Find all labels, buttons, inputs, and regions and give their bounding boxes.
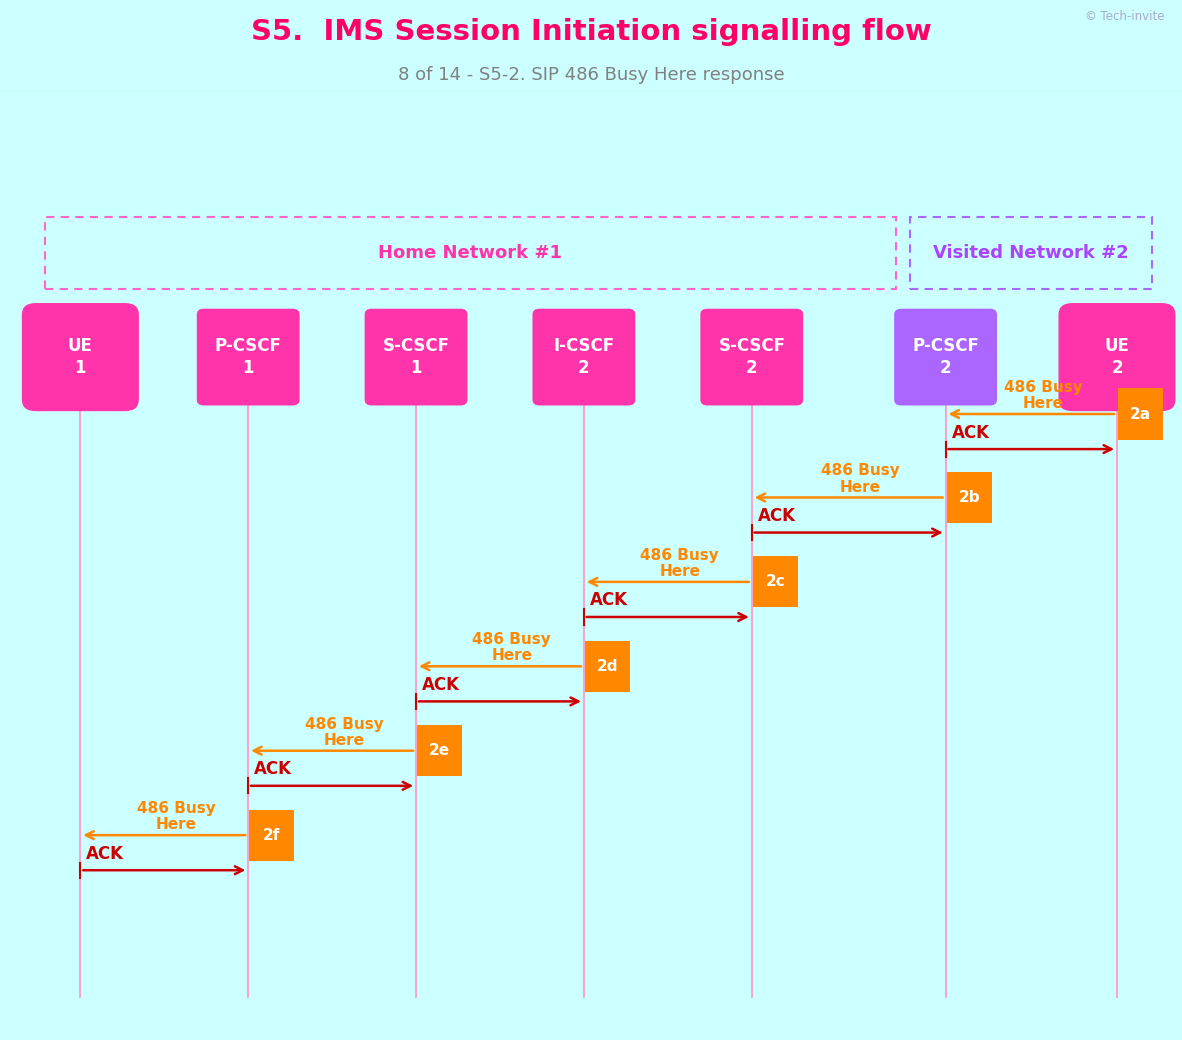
Text: 8 of 14 - S5-2. SIP 486 Busy Here response: 8 of 14 - S5-2. SIP 486 Busy Here respon…: [397, 67, 785, 84]
Text: ACK: ACK: [86, 844, 124, 862]
FancyBboxPatch shape: [585, 641, 630, 692]
Text: ACK: ACK: [952, 423, 989, 442]
Text: ACK: ACK: [422, 676, 460, 694]
Text: 486 Busy
Here: 486 Busy Here: [821, 464, 900, 495]
Text: 2d: 2d: [597, 658, 618, 674]
Text: S-CSCF
2: S-CSCF 2: [719, 337, 785, 378]
FancyBboxPatch shape: [417, 725, 462, 776]
Text: 486 Busy
Here: 486 Busy Here: [137, 801, 215, 832]
Text: 2f: 2f: [264, 828, 280, 842]
Text: 2c: 2c: [766, 574, 785, 590]
Text: P-CSCF
2: P-CSCF 2: [913, 337, 979, 378]
Text: 2b: 2b: [959, 490, 980, 505]
Text: S5.  IMS Session Initiation signalling flow: S5. IMS Session Initiation signalling fl…: [251, 18, 931, 46]
Text: 486 Busy
Here: 486 Busy Here: [641, 548, 719, 579]
Text: 486 Busy
Here: 486 Busy Here: [305, 717, 383, 748]
Text: ACK: ACK: [254, 760, 292, 778]
FancyBboxPatch shape: [895, 309, 998, 406]
FancyBboxPatch shape: [700, 309, 804, 406]
Text: Visited Network #2: Visited Network #2: [934, 243, 1129, 262]
FancyBboxPatch shape: [196, 309, 299, 406]
FancyBboxPatch shape: [753, 556, 798, 607]
Text: I-CSCF
2: I-CSCF 2: [553, 337, 615, 378]
Text: 486 Busy
Here: 486 Busy Here: [1004, 380, 1083, 411]
FancyBboxPatch shape: [364, 309, 467, 406]
Text: © Tech-invite: © Tech-invite: [1085, 10, 1164, 23]
FancyBboxPatch shape: [947, 472, 992, 523]
Text: 2a: 2a: [1130, 407, 1151, 421]
Text: ACK: ACK: [758, 506, 795, 525]
Text: ACK: ACK: [590, 592, 628, 609]
Text: 2e: 2e: [429, 744, 450, 758]
FancyBboxPatch shape: [1118, 388, 1163, 440]
Text: Home Network #1: Home Network #1: [378, 243, 563, 262]
FancyBboxPatch shape: [1059, 303, 1175, 411]
FancyBboxPatch shape: [249, 809, 294, 861]
Text: P-CSCF
1: P-CSCF 1: [215, 337, 281, 378]
Text: S-CSCF
1: S-CSCF 1: [383, 337, 449, 378]
Text: UE
2: UE 2: [1104, 337, 1130, 378]
FancyBboxPatch shape: [532, 309, 636, 406]
FancyBboxPatch shape: [22, 303, 139, 411]
Text: 486 Busy
Here: 486 Busy Here: [473, 632, 551, 664]
Text: UE
1: UE 1: [67, 337, 93, 378]
